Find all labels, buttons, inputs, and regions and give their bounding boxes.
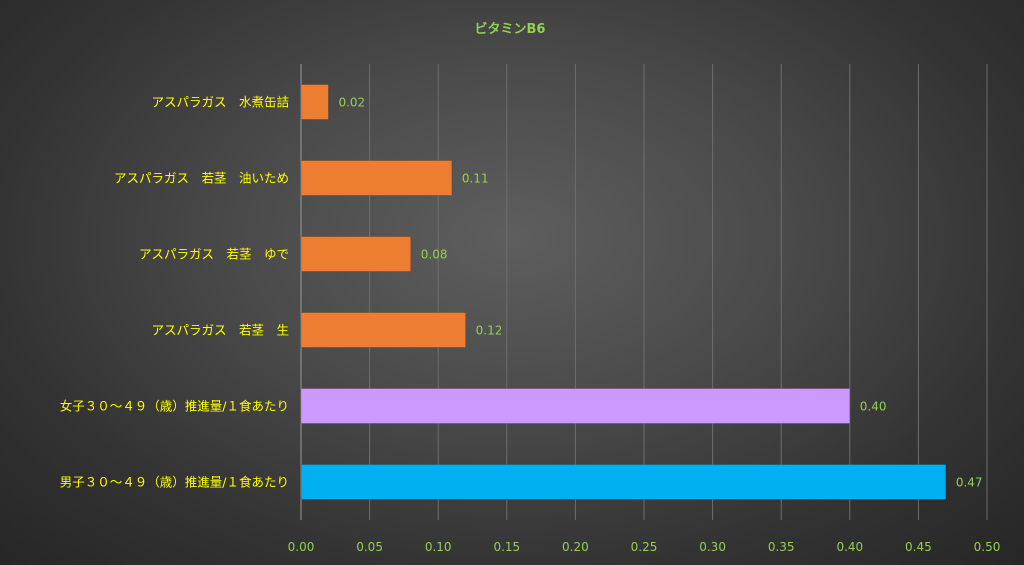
x-tick-label: 0.50 [974,540,1001,554]
category-label: 女子３０～４９（歳）推進量/１食あたり [60,399,289,414]
x-tick-label: 0.25 [631,540,658,554]
bar [300,160,453,196]
bars [300,84,947,500]
category-label: アスパラガス 若茎 油いため [114,171,289,186]
data-label: 0.40 [860,400,887,414]
x-tick-label: 0.30 [699,540,726,554]
x-tick-label: 0.10 [425,540,452,554]
bar [300,84,329,120]
data-label: 0.11 [462,172,489,186]
data-label: 0.47 [956,476,983,490]
bar [300,312,466,348]
gridlines [300,64,988,520]
data-labels: 0.02 0.11 0.08 0.12 0.40 0.47 [338,96,982,490]
data-label: 0.08 [421,248,448,262]
x-tick-label: 0.05 [356,540,383,554]
data-label: 0.12 [476,324,503,338]
x-tick-label: 0.35 [768,540,795,554]
x-tick-label: 0.15 [493,540,520,554]
category-label: アスパラガス 若茎 生 [151,323,289,338]
category-label: アスパラガス 若茎 ゆで [139,247,289,262]
x-tick-label: 0.00 [288,540,315,554]
chart-title: ビタミンB6 [475,21,546,37]
x-tick-label: 0.20 [562,540,589,554]
x-tick-label: 0.45 [905,540,932,554]
bar [300,236,412,272]
x-axis-tick-labels: 0.00 0.05 0.10 0.15 0.20 0.25 0.30 0.35 0.40 0.45… [288,540,1001,554]
x-tick-label: 0.40 [836,540,863,554]
bar [300,388,851,424]
category-label: 男子３０～４９（歳）推進量/１食あたり [60,475,289,490]
category-label: アスパラガス 水煮缶詰 [151,95,289,110]
data-label: 0.02 [338,96,365,110]
bar [300,464,947,500]
